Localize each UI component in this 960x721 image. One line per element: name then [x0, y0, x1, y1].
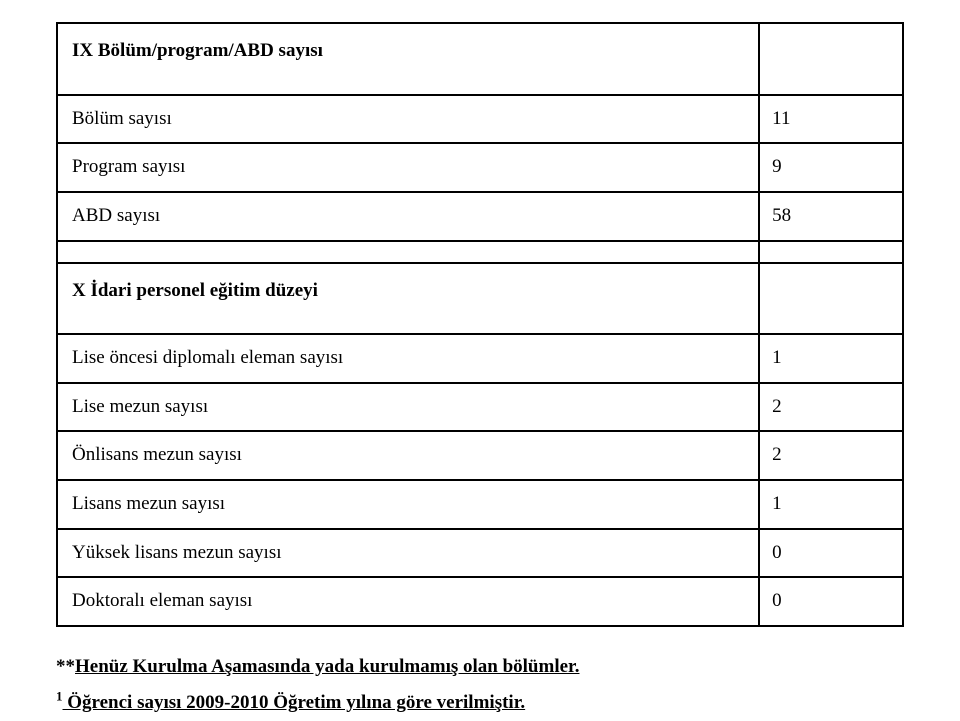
table-row: Lise öncesi diplomalı eleman sayısı 1 — [57, 334, 903, 383]
row-value: 0 — [760, 530, 902, 577]
table-row: Lise mezun sayısı 2 — [57, 383, 903, 432]
table-row: Program sayısı 9 — [57, 143, 903, 192]
table-row: Doktoralı eleman sayısı 0 — [57, 577, 903, 626]
row-value: 1 — [760, 335, 902, 382]
table-row: Lisans mezun sayısı 1 — [57, 480, 903, 529]
spacer-row — [57, 241, 903, 263]
footnotes: **Henüz Kurulma Aşamasında yada kurulmam… — [56, 649, 904, 721]
row-value: 1 — [760, 481, 902, 528]
row-label: Lisans mezun sayısı — [58, 481, 758, 528]
table-row: IX Bölüm/program/ABD sayısı — [57, 23, 903, 95]
row-value: 58 — [760, 193, 902, 240]
row-label: Yüksek lisans mezun sayısı — [58, 530, 758, 577]
table-row: Yüksek lisans mezun sayısı 0 — [57, 529, 903, 578]
section-header: X İdari personel eğitim düzeyi — [58, 264, 758, 334]
row-label: Lise öncesi diplomalı eleman sayısı — [58, 335, 758, 382]
table-row: Bölüm sayısı 11 — [57, 95, 903, 144]
table-row: ABD sayısı 58 — [57, 192, 903, 241]
row-value: 2 — [760, 384, 902, 431]
empty-cell — [760, 48, 902, 69]
table-row: X İdari personel eğitim düzeyi — [57, 263, 903, 335]
table-row: Önlisans mezun sayısı 2 — [57, 431, 903, 480]
empty-cell — [760, 288, 902, 309]
row-label: Bölüm sayısı — [58, 96, 758, 143]
footnote-text: Öğrenci sayısı 2009-2010 Öğretim yılına … — [63, 692, 526, 713]
row-value: 11 — [760, 96, 902, 143]
page: IX Bölüm/program/ABD sayısı Bölüm sayısı… — [0, 0, 960, 721]
footnote-line: 1 Öğrenci sayısı 2009-2010 Öğretim yılın… — [56, 685, 904, 721]
footnote-marker: ** — [56, 656, 75, 677]
data-tables: IX Bölüm/program/ABD sayısı Bölüm sayısı… — [56, 22, 904, 627]
row-label: Lise mezun sayısı — [58, 384, 758, 431]
section-header: IX Bölüm/program/ABD sayısı — [58, 24, 758, 94]
row-label: Önlisans mezun sayısı — [58, 432, 758, 479]
footnote-line: **Henüz Kurulma Aşamasında yada kurulmam… — [56, 649, 904, 685]
footnote-text: Henüz Kurulma Aşamasında yada kurulmamış… — [75, 656, 579, 677]
row-value: 0 — [760, 578, 902, 625]
row-label: Doktoralı eleman sayısı — [58, 578, 758, 625]
row-label: ABD sayısı — [58, 193, 758, 240]
row-label: Program sayısı — [58, 144, 758, 191]
row-value: 2 — [760, 432, 902, 479]
row-value: 9 — [760, 144, 902, 191]
